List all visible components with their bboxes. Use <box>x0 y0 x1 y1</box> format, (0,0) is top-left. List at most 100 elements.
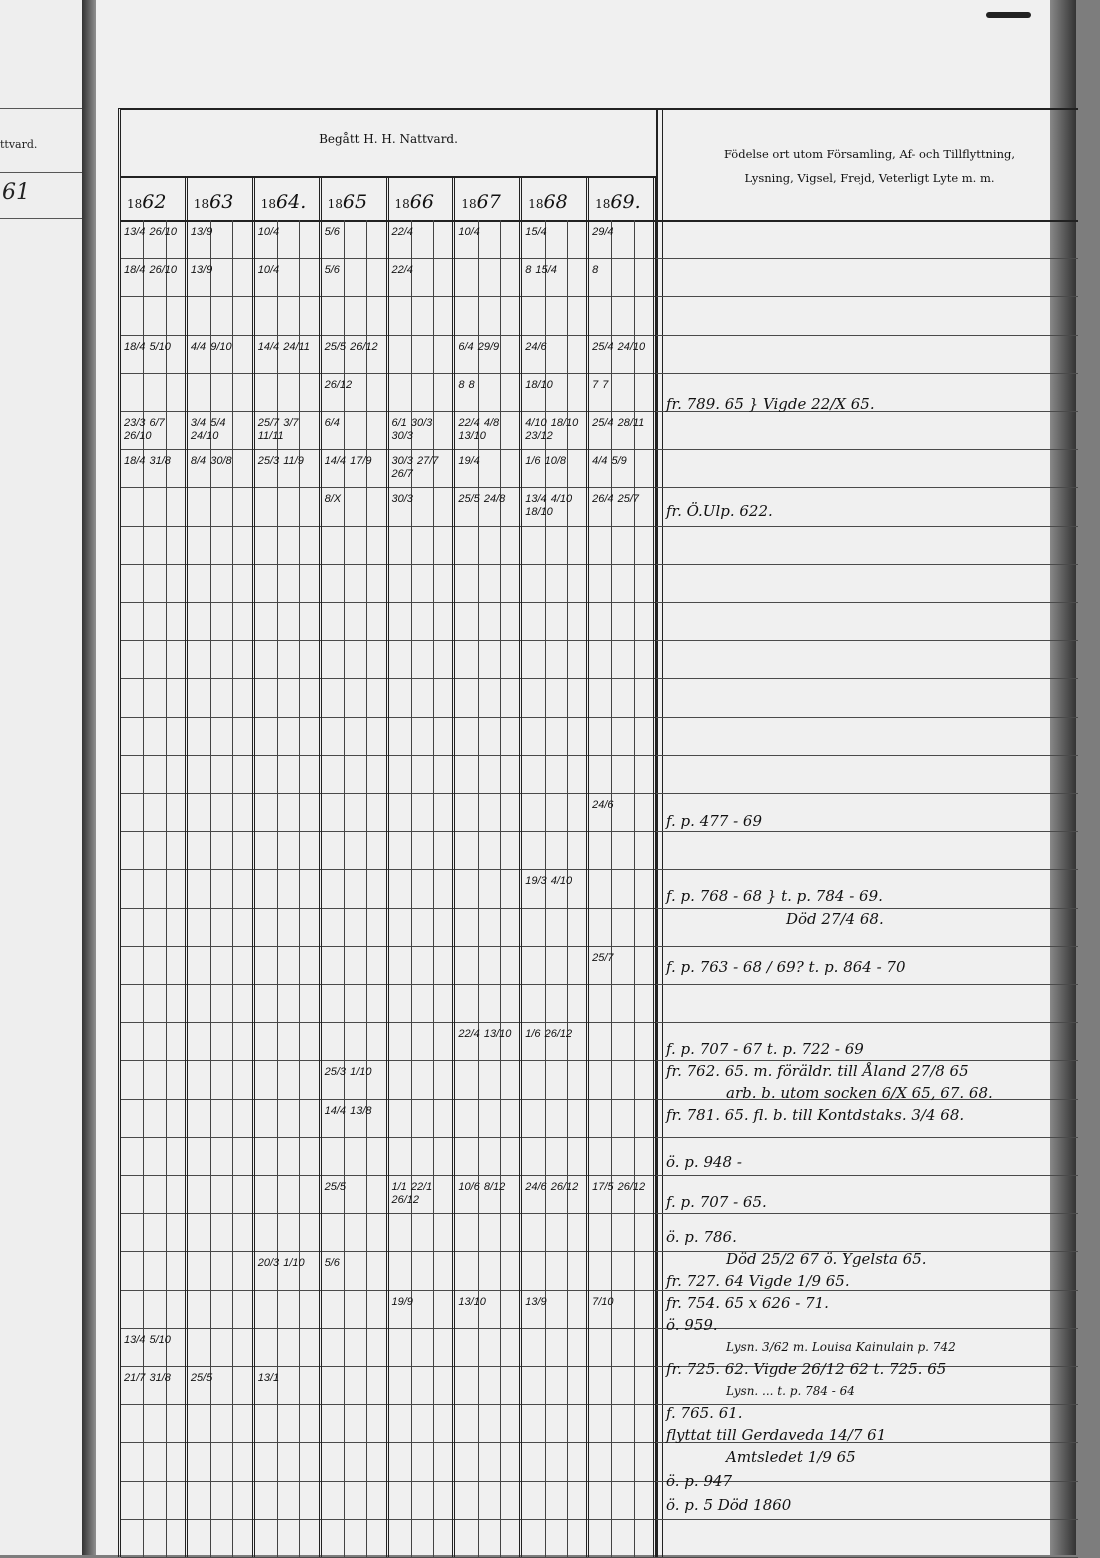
communion-date-entry: 7/10 <box>592 1295 614 1308</box>
year-header: 1863 <box>188 178 255 222</box>
year-suffix: 63 <box>209 191 234 213</box>
communion-date-entry: 25/4 24/10 <box>592 340 646 353</box>
column-rule <box>410 220 412 1557</box>
register-note: fr. 781. 65. fl. b. till Kontdstaks. 3/4… <box>666 1106 965 1124</box>
communion-date-entry: 21/7 31/8 <box>124 1372 171 1384</box>
ruling-line <box>121 1022 1078 1024</box>
communion-date-entry: 19/3 4/10 <box>525 875 573 888</box>
ruling-line <box>121 296 1078 298</box>
ruling-line <box>121 869 1078 871</box>
ruling-line <box>121 1213 1078 1215</box>
register-note: Lysn. ... t. p. 784 - 64 <box>726 1384 855 1398</box>
column-rule <box>210 220 212 1557</box>
register-note: ö. 959. <box>666 1316 718 1334</box>
communion-date-entry: 1/6 26/12 <box>525 1028 573 1041</box>
notes-header-line1: Födelse ort utom Församling, Af- och Til… <box>723 147 1016 161</box>
communion-date-entry: 8/X <box>324 493 342 506</box>
communion-date-entry: 22/4 <box>391 226 413 238</box>
communion-date-entry: 18/4 31/8 <box>124 455 171 468</box>
communion-date-entry: 22/4 4/8 13/10 <box>458 417 500 442</box>
year-header: 1862 <box>121 178 188 222</box>
rule <box>0 172 82 173</box>
communion-date-entry: 1/1 22/1 26/12 <box>391 1181 433 1206</box>
ruling-line <box>121 907 1078 909</box>
book-gutter <box>82 0 100 1555</box>
communion-date-entry: 8 8 <box>458 378 475 391</box>
ruling-line <box>121 1480 1078 1482</box>
register-note: ö. p. 786. <box>666 1228 737 1246</box>
ruling-line <box>121 1251 1078 1253</box>
year-suffix: 67 <box>476 191 501 213</box>
communion-date-entry: 14/4 17/9 <box>324 455 372 468</box>
communion-date-entry: 20/3 1/10 <box>257 1257 305 1270</box>
column-rule <box>343 220 345 1557</box>
register-note: Död 25/2 67 ö. Ygelsta 65. <box>726 1250 927 1268</box>
communion-date-entry: 6/4 29/9 <box>458 340 500 353</box>
ruling-line <box>121 793 1078 794</box>
communion-date-entry: 13/4 26/10 <box>124 226 177 238</box>
column-rule <box>519 220 523 1557</box>
communion-date-entry: 5/6 <box>324 226 340 238</box>
register-note: f. p. 707 - 65. <box>666 1193 767 1211</box>
communion-date-entry: 15/4 <box>525 226 547 238</box>
communion-date-entry: 6/4 <box>324 417 340 429</box>
ruling-line <box>121 411 1078 412</box>
column-rule <box>385 220 389 1557</box>
communion-date-entry: 19/9 <box>391 1295 413 1308</box>
ink-mark <box>986 12 1031 18</box>
communion-date-entry: 25/3 11/9 <box>257 455 304 468</box>
communion-date-entry: 1/6 10/8 <box>525 455 567 468</box>
column-rule <box>611 220 613 1557</box>
ruling-line <box>121 602 1078 603</box>
communion-date-entry: 30/3 <box>391 493 413 506</box>
ruling-line <box>121 1060 1078 1062</box>
register-note: fr. 727. 64 Vigde 1/9 65. <box>666 1272 850 1290</box>
ruling-line <box>121 220 1078 222</box>
year-prefix: 18 <box>595 197 611 211</box>
year-suffix: 69. <box>610 191 641 213</box>
ruling-line <box>121 1098 1078 1100</box>
ruling-line <box>121 1175 1078 1176</box>
communion-date-entry: 29/4 <box>592 226 614 238</box>
ruling-line <box>121 1289 1078 1291</box>
register-note: fr. 725. 62. Vigde 26/12 62 t. 725. 65 <box>666 1360 947 1378</box>
ruling-line <box>121 525 1078 527</box>
column-rule <box>366 220 368 1557</box>
register-note: ö. p. 5 Död 1860 <box>666 1496 792 1514</box>
year-prefix: 18 <box>193 197 210 211</box>
ruling-line <box>121 1327 1078 1329</box>
communion-date-entry: 6/1 30/3 30/3 <box>391 417 433 442</box>
register-note: f. p. 707 - 67 t. p. 722 - 69 <box>666 1040 864 1058</box>
year-suffix: 65 <box>342 191 368 213</box>
communion-date-entry: 13/10 <box>458 1295 486 1308</box>
communion-date-entry: 25/5 24/8 <box>458 493 506 506</box>
communion-date-entry: 18/4 5/10 <box>124 340 171 353</box>
communion-date-entry: 5/6 <box>324 264 340 277</box>
column-divider <box>656 110 663 1557</box>
year-header: 1867 <box>455 178 523 222</box>
ruling-line <box>121 831 1078 833</box>
year-suffix: 62 <box>142 191 167 213</box>
register-note: ö. p. 948 - <box>666 1153 742 1171</box>
communion-date-entry: 25/4 28/11 <box>592 417 645 429</box>
communion-date-entry: 8 <box>592 264 599 277</box>
communion-date-entry: 4/4 5/9 <box>592 455 627 468</box>
communion-date-entry: 10/4 <box>257 226 280 238</box>
communion-date-entry: 30/3 27/7 26/7 <box>391 455 439 481</box>
communion-date-entry: 10/6 8/12 <box>458 1181 506 1193</box>
column-rule <box>477 220 479 1557</box>
rule <box>0 218 82 219</box>
register-note: ö. p. 947 <box>666 1472 733 1490</box>
communion-date-entry: 10/4 <box>257 264 280 277</box>
ruling-line <box>121 1366 1078 1367</box>
column-rule <box>499 220 501 1557</box>
communion-date-entry: 3/4 5/4 24/10 <box>190 417 226 442</box>
register-note: fr. 789. 65 } Vigde 22/X 65. <box>666 395 875 413</box>
communion-date-entry: 8 15/4 <box>525 264 557 277</box>
column-rule <box>165 220 167 1557</box>
ruling-line <box>121 1442 1078 1444</box>
year-prefix: 18 <box>327 197 343 211</box>
communion-date-entry: 4/10 18/10 23/12 <box>525 417 579 442</box>
column-rule <box>544 220 546 1557</box>
communion-date-entry: 25/3 1/10 <box>324 1066 372 1079</box>
